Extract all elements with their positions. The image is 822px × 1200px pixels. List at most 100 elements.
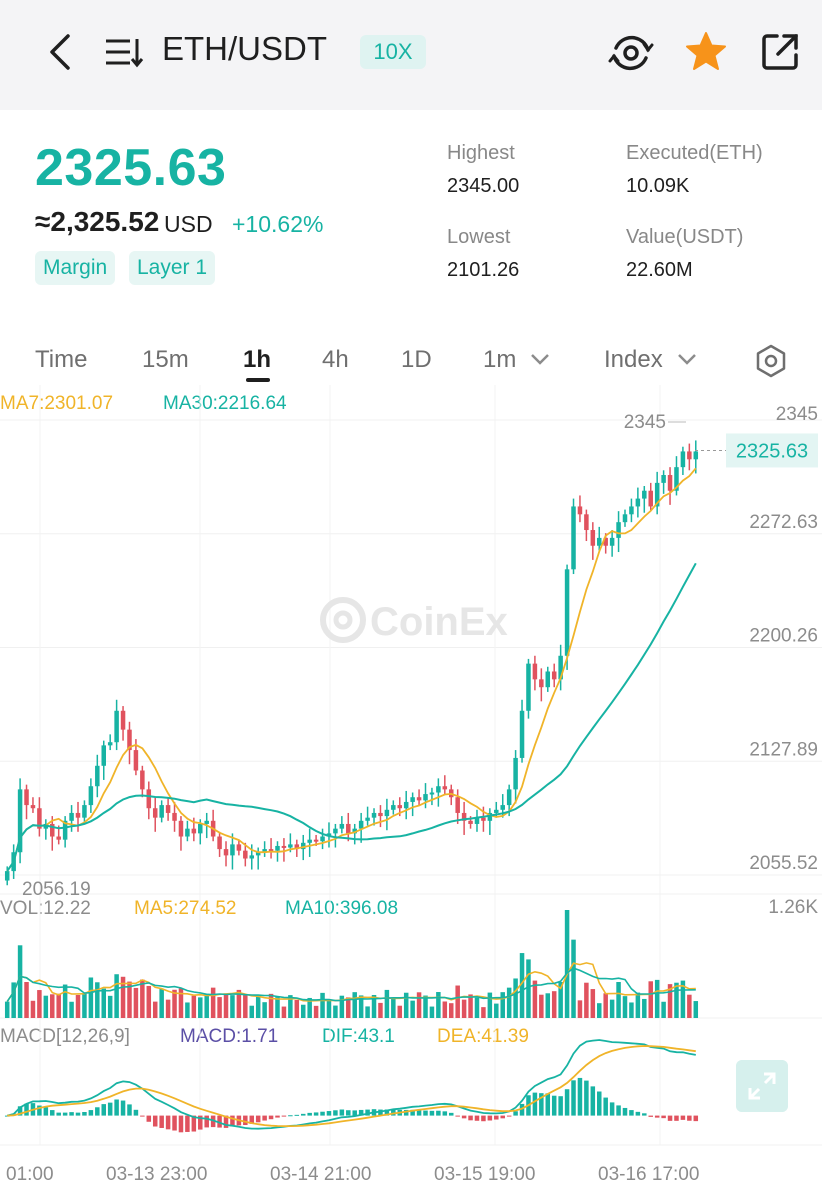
macd-histogram-bar: [532, 1092, 538, 1116]
macd-histogram-bar: [481, 1115, 486, 1122]
macd-histogram-bar: [120, 1100, 126, 1116]
candle-body: [506, 789, 512, 806]
back-icon[interactable]: [44, 32, 78, 72]
candle-body: [616, 522, 621, 538]
pair-list-icon[interactable]: [104, 36, 144, 68]
candle-body: [262, 849, 267, 853]
pair-title[interactable]: ETH/USDT: [162, 30, 327, 67]
star-icon[interactable]: [684, 30, 728, 74]
volume-bar: [616, 982, 621, 1018]
volume-bar: [255, 995, 261, 1018]
fullscreen-button[interactable]: [736, 1060, 788, 1112]
tab-1d[interactable]: 1D: [401, 346, 432, 373]
volume-bar: [133, 987, 139, 1018]
volume-bar: [661, 1001, 666, 1018]
value-label: Value(USDT): [626, 226, 744, 248]
volume-bar: [609, 999, 615, 1018]
candle-body: [680, 451, 686, 468]
candle-body: [56, 836, 61, 840]
volume-bar: [461, 999, 467, 1018]
eye-icon[interactable]: [608, 30, 654, 76]
candle-body: [642, 490, 647, 499]
share-icon[interactable]: [760, 32, 800, 72]
macd-histogram-bar: [165, 1115, 171, 1130]
candle-body: [152, 808, 158, 818]
candle-body: [526, 663, 531, 711]
dif-line: [6, 1039, 696, 1130]
macd-histogram-bar: [687, 1115, 692, 1121]
macd-histogram-bar: [597, 1091, 602, 1116]
macd-histogram-bar: [75, 1112, 81, 1116]
candle-body: [391, 805, 396, 810]
volume-bar: [693, 1001, 699, 1018]
lowest-label: Lowest: [447, 226, 511, 248]
macd-histogram-bar: [43, 1107, 49, 1116]
chart-settings-icon[interactable]: [754, 344, 788, 378]
tab-index[interactable]: Index: [604, 346, 663, 373]
dea-line: [7, 1045, 696, 1127]
candle-body: [320, 836, 325, 842]
volume-bar: [236, 989, 242, 1018]
macd-histogram-bar: [500, 1115, 505, 1119]
value-value: 22.60M: [626, 259, 693, 281]
macd-histogram-bar: [642, 1113, 647, 1116]
candle-body: [487, 812, 493, 821]
macd-histogram-bar: [378, 1109, 383, 1116]
volume-bar: [584, 982, 589, 1018]
macd-histogram-bar: [127, 1104, 132, 1116]
macd-histogram-bar: [564, 1089, 570, 1116]
volume-bar: [635, 992, 641, 1018]
ma30-line: [6, 562, 697, 872]
tag-layer1[interactable]: Layer 1: [129, 251, 216, 285]
watermark-text: CoinEx: [370, 600, 508, 644]
tab-time[interactable]: Time: [35, 346, 88, 373]
volume-bar: [11, 982, 16, 1018]
chevron-down-icon[interactable]: [530, 352, 550, 366]
volume-bar: [384, 989, 390, 1018]
tab-1h[interactable]: 1h: [243, 346, 272, 373]
volume-bar: [24, 982, 29, 1018]
volume-bar: [114, 974, 119, 1018]
candle-body: [17, 789, 23, 853]
candle-body: [571, 506, 576, 570]
candle-body: [551, 671, 557, 680]
volume-bar: [30, 1000, 36, 1018]
candle-body: [693, 451, 699, 460]
volume-bar: [17, 945, 23, 1018]
volume-bar: [198, 997, 203, 1018]
tag-margin[interactable]: Margin: [35, 251, 116, 285]
candle-body: [114, 710, 119, 743]
macd-histogram-bar: [17, 1106, 23, 1116]
x-tick-label: 03-15 19:00: [434, 1164, 535, 1185]
macd-histogram-bar: [629, 1110, 634, 1116]
candle-body: [172, 812, 177, 821]
highest-label: Highest: [447, 142, 515, 164]
tab-4h[interactable]: 4h: [322, 346, 349, 373]
macd-histogram-bar: [571, 1080, 576, 1116]
volume-bar: [358, 995, 364, 1018]
volume-bar: [481, 1007, 486, 1018]
macd-histogram-bar: [339, 1109, 345, 1116]
volume-bar: [519, 953, 525, 1018]
volume-bar: [551, 991, 557, 1018]
tab-1m[interactable]: 1m: [483, 346, 517, 373]
chevron-down-icon[interactable]: [677, 352, 697, 366]
candlestick-chart[interactable]: CoinEx 23452272.632200.262127.892055.522…: [0, 385, 822, 1200]
volume-bar: [410, 1000, 415, 1018]
volume-bar: [268, 993, 274, 1018]
macd-histogram-bar: [50, 1110, 55, 1116]
candle-body: [288, 844, 293, 848]
macd-histogram-bar: [616, 1105, 621, 1116]
volume-bar: [423, 995, 428, 1018]
macd-histogram-bar: [95, 1107, 100, 1116]
volume-bar: [597, 1003, 602, 1018]
tab-15m[interactable]: 15m: [142, 346, 189, 373]
candle-body: [75, 812, 81, 818]
volume-bar: [178, 988, 184, 1018]
macd-histogram-bar: [539, 1093, 544, 1116]
candle-body: [307, 839, 312, 843]
macd-histogram-bar: [403, 1109, 409, 1116]
macd-histogram-bar: [674, 1115, 679, 1121]
last-price: 2325.63: [35, 139, 227, 197]
macd-histogram-bar: [436, 1110, 441, 1116]
